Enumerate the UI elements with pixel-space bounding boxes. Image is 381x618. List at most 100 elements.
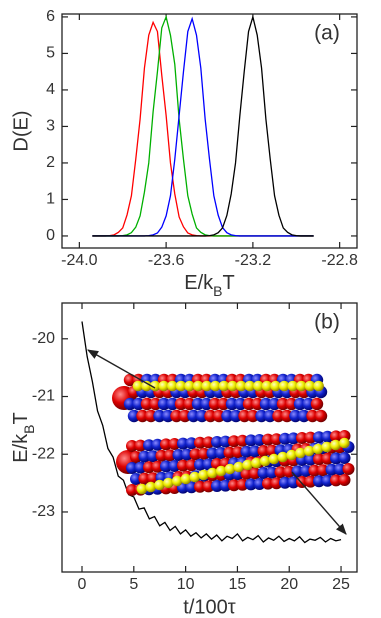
x-tick-label: -24.0 [61,252,98,269]
bead [211,436,223,448]
bead [278,380,290,392]
bead [171,475,183,487]
bead [253,478,266,490]
bead [270,433,283,446]
panel-label: (a) [314,22,340,45]
bead [259,397,273,411]
histogram-line [92,14,314,237]
bead [160,438,172,451]
x-tick-label: 15 [229,576,247,593]
bead [168,438,181,450]
bead [238,409,251,423]
bead [153,409,166,423]
bead [232,446,244,459]
bead [257,445,270,457]
bead [184,380,195,392]
bead [145,481,157,493]
x-tick-label: -22.8 [321,252,358,269]
bead [215,447,227,459]
y-tick-label: 6 [46,8,55,25]
x-tick-label: 5 [129,576,138,593]
bead [163,477,174,489]
x-tick-label: 25 [332,576,350,593]
bead [194,458,206,471]
bead [308,464,321,477]
bead [270,477,283,490]
bead [296,432,308,444]
y-tick-label: 1 [46,191,55,208]
y-tick-label: 4 [46,81,55,98]
bead [185,481,198,494]
bead [181,448,193,461]
bead [157,397,171,411]
bead [202,480,215,493]
bead [342,463,355,475]
bead [283,465,295,478]
bead [330,474,342,487]
bead [300,465,312,477]
bead [314,409,328,423]
bead [149,397,162,411]
bead [270,380,281,392]
axis-label-subscript: B [21,424,37,433]
bead [140,397,154,411]
bead [149,380,161,392]
axis-label: t/100τ [183,596,235,618]
bead [207,467,218,479]
bead [313,431,325,444]
bead [325,463,338,476]
bead [297,409,311,423]
bead [132,397,145,411]
bead [235,380,247,392]
bead [262,433,274,446]
bead [211,480,223,492]
bead [255,409,268,423]
bead [257,467,270,479]
bead [266,466,278,479]
bead [134,439,147,452]
bead [334,463,346,476]
bead [286,449,297,461]
bead [253,434,266,446]
bead [321,474,334,487]
x-tick-label: 20 [280,576,298,593]
bead [242,397,256,411]
bead [151,460,164,473]
bead [126,462,138,474]
bead [289,409,302,423]
axis-label-part: E/k [10,433,32,463]
bead [177,459,189,472]
bead [245,434,257,447]
bead [185,437,198,450]
x-tick-label: 0 [78,576,87,593]
bead [200,397,213,411]
bead [313,475,325,488]
bead [302,397,315,411]
bead [174,397,188,411]
bead [234,397,247,411]
bead [132,380,144,392]
bead [233,461,245,473]
bead [160,460,172,473]
bead [141,380,152,392]
bead [202,458,215,471]
bead [130,473,142,485]
bead [261,380,273,392]
bead [123,373,137,387]
bead [253,380,264,392]
axis-label-part: E/k [184,272,214,294]
y-tick-label: 5 [46,45,55,62]
bead [262,477,274,490]
bead [136,409,149,423]
bead [185,459,198,472]
bead [127,409,141,423]
bead [251,457,262,469]
bead [175,380,187,392]
bead [295,447,306,459]
bead [306,409,319,423]
bead [210,380,221,392]
bead [126,440,138,452]
y-tick-label: -20 [32,330,55,347]
bead [225,397,239,411]
bead [236,478,249,491]
